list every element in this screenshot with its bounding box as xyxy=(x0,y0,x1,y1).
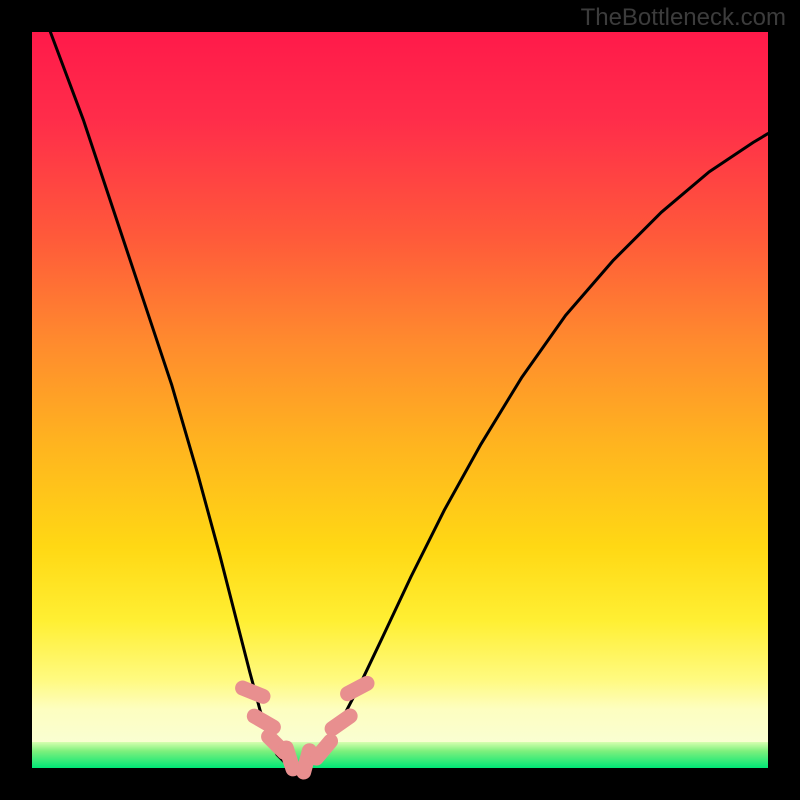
marker-capsule xyxy=(322,706,360,738)
plot-area xyxy=(32,32,768,768)
marker-capsule xyxy=(338,674,376,703)
curve-markers xyxy=(32,32,768,768)
marker-capsule xyxy=(233,679,272,705)
watermark-text: TheBottleneck.com xyxy=(581,4,786,32)
chart-frame: TheBottleneck.com xyxy=(0,0,800,800)
